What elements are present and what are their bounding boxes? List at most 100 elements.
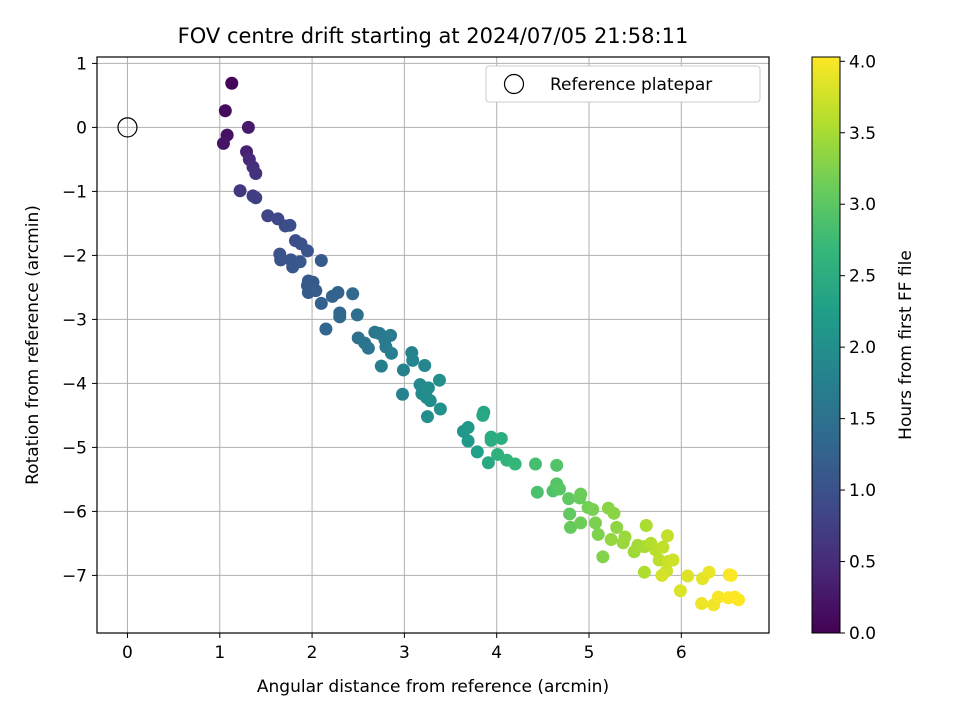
- data-point: [695, 597, 709, 611]
- data-point: [418, 358, 432, 372]
- colorbar-ticks: 0.0 0.5 1.0 1.5 2.0 2.5 3.0 3.5 4.0: [840, 52, 876, 644]
- data-point: [618, 530, 632, 544]
- y-tick-label: 1: [76, 54, 87, 74]
- colorbar-tick-label: 4.0: [849, 52, 876, 72]
- data-point: [384, 328, 398, 342]
- plot-area: [96, 56, 770, 634]
- colorbar-tick-label: 1.5: [849, 410, 876, 430]
- data-point: [314, 296, 328, 310]
- data-point: [216, 136, 230, 150]
- data-point: [300, 244, 314, 258]
- legend-label-reference: Reference platepar: [550, 75, 712, 95]
- colorbar-gradient: [811, 56, 841, 634]
- data-point: [484, 433, 498, 447]
- y-tick-label: −4: [62, 374, 87, 394]
- data-point: [420, 410, 434, 424]
- data-point: [702, 565, 716, 579]
- data-point: [655, 568, 669, 582]
- data-point: [494, 431, 508, 445]
- data-point: [528, 457, 542, 471]
- data-point: [350, 308, 364, 322]
- data-point: [476, 408, 490, 422]
- x-tick-label: 3: [399, 643, 410, 663]
- data-point: [233, 184, 247, 198]
- data-point: [588, 516, 602, 530]
- data-point: [656, 540, 670, 554]
- data-point: [432, 373, 446, 387]
- y-axis-label: Rotation from reference (arcmin): [23, 205, 43, 485]
- data-point: [346, 287, 360, 301]
- y-tick-label: −7: [62, 566, 87, 586]
- x-tick-label: 5: [584, 643, 595, 663]
- data-point: [283, 218, 297, 232]
- data-point: [288, 234, 302, 248]
- data-point: [333, 310, 347, 324]
- x-tick-label: 4: [491, 643, 502, 663]
- data-point: [562, 492, 576, 506]
- data-point: [563, 507, 577, 521]
- data-point: [301, 286, 315, 300]
- data-point: [637, 565, 651, 579]
- data-point: [249, 191, 263, 205]
- data-point: [639, 518, 653, 532]
- colorbar-tick-label: 3.0: [849, 195, 876, 215]
- x-tick-label: 1: [214, 643, 225, 663]
- chart-title: FOV centre drift starting at 2024/07/05 …: [178, 24, 689, 48]
- legend: Reference platepar: [485, 65, 761, 103]
- data-point: [574, 487, 588, 501]
- data-point: [552, 482, 566, 496]
- data-point: [374, 359, 388, 373]
- data-points: [117, 76, 746, 612]
- legend-marker-reference: [503, 73, 525, 95]
- axis-ticks: 0 1 2 3 4 5 6 1 0 −1 −2 −3 −4 −5 −6 −7: [62, 54, 687, 663]
- data-point: [550, 458, 564, 472]
- data-point: [596, 550, 610, 564]
- colorbar-tick-label: 1.0: [849, 481, 876, 501]
- data-point: [508, 457, 522, 471]
- y-tick-label: −5: [62, 438, 87, 458]
- x-tick-label: 0: [122, 643, 133, 663]
- colorbar-label: Hours from first FF file: [896, 250, 916, 440]
- x-tick-label: 6: [676, 643, 687, 663]
- colorbar-tick-label: 3.5: [849, 124, 876, 144]
- data-point: [604, 533, 618, 547]
- data-point: [564, 520, 578, 534]
- data-point: [261, 209, 275, 223]
- data-point: [423, 394, 437, 408]
- colorbar: 0.0 0.5 1.0 1.5 2.0 2.5 3.0 3.5 4.0 Hours from f…: [811, 52, 916, 644]
- data-point: [666, 553, 680, 567]
- data-point: [433, 402, 447, 416]
- data-point: [384, 346, 398, 360]
- data-point: [461, 421, 475, 435]
- data-point: [319, 322, 333, 336]
- data-point: [361, 341, 375, 355]
- data-point: [406, 353, 420, 367]
- y-tick-label: 0: [76, 118, 87, 138]
- data-point: [470, 445, 484, 459]
- colorbar-tick-label: 0.0: [849, 624, 876, 644]
- reference-platepar-marker: [117, 117, 138, 138]
- y-tick-label: −6: [62, 502, 87, 522]
- data-point: [396, 363, 410, 377]
- y-tick-label: −2: [62, 246, 87, 266]
- x-tick-label: 2: [307, 643, 318, 663]
- colorbar-tick-label: 2.0: [849, 338, 876, 358]
- data-point: [274, 253, 288, 267]
- data-point: [293, 255, 307, 269]
- data-point: [711, 590, 725, 604]
- data-point: [225, 76, 239, 90]
- data-point: [218, 104, 232, 118]
- y-tick-label: −1: [62, 182, 87, 202]
- data-point: [591, 527, 605, 541]
- data-point: [586, 502, 600, 516]
- data-point: [673, 584, 687, 598]
- data-point: [241, 120, 255, 134]
- data-point: [660, 529, 674, 543]
- data-point: [610, 520, 624, 534]
- data-point: [314, 254, 328, 268]
- data-point: [331, 286, 345, 300]
- data-point: [681, 569, 695, 583]
- colorbar-tick-label: 2.5: [849, 267, 876, 287]
- data-point: [249, 166, 263, 180]
- grid: [97, 57, 769, 633]
